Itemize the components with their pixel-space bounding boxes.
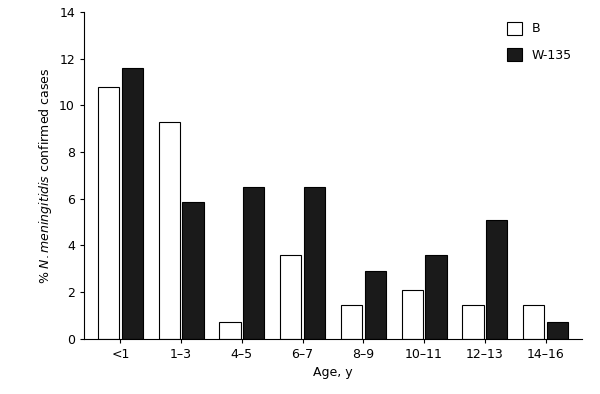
Bar — [523, 305, 544, 339]
Bar — [341, 305, 362, 339]
Bar — [159, 122, 180, 339]
Bar — [98, 87, 119, 339]
Bar — [486, 220, 508, 339]
Bar — [547, 322, 568, 339]
Bar — [401, 290, 423, 339]
Legend: B, W-135: B, W-135 — [503, 18, 576, 65]
Bar — [182, 202, 203, 339]
Bar — [220, 322, 241, 339]
Bar — [365, 271, 386, 339]
Y-axis label: % $\it{N. meningitidis}$ confirmed cases: % $\it{N. meningitidis}$ confirmed cases — [37, 67, 53, 284]
Bar — [243, 187, 265, 339]
X-axis label: Age, y: Age, y — [313, 366, 353, 379]
Bar — [463, 305, 484, 339]
Bar — [122, 68, 143, 339]
Bar — [425, 255, 446, 339]
Bar — [280, 255, 301, 339]
Bar — [304, 187, 325, 339]
